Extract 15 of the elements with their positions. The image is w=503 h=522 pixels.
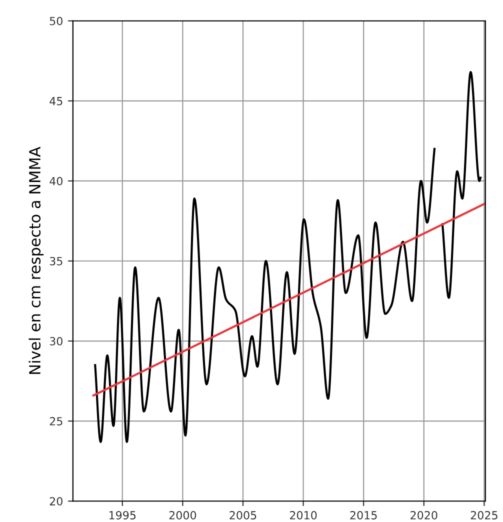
x-tick-label: 2005 [230,511,256,520]
y-tick-label: 40 [50,176,62,186]
y-tick-label: 45 [50,97,62,106]
x-tick-label: 2025 [470,511,498,520]
x-tick-label: 2010 [290,511,317,520]
y-tick-label: 25 [50,417,62,426]
y-axis-title: Nivel en cm respecto a NMMA [28,146,44,374]
x-tick-label: 2000 [169,511,196,520]
x-tick-label: 2020 [410,511,438,520]
y-tick-label: 35 [50,256,62,266]
y-tick-label: 30 [50,337,62,346]
y-tick-label: 20 [50,497,62,506]
x-tick-label: 1995 [109,511,136,520]
y-tick-label: 50 [50,16,62,26]
x-tick-label: 2015 [350,511,377,520]
